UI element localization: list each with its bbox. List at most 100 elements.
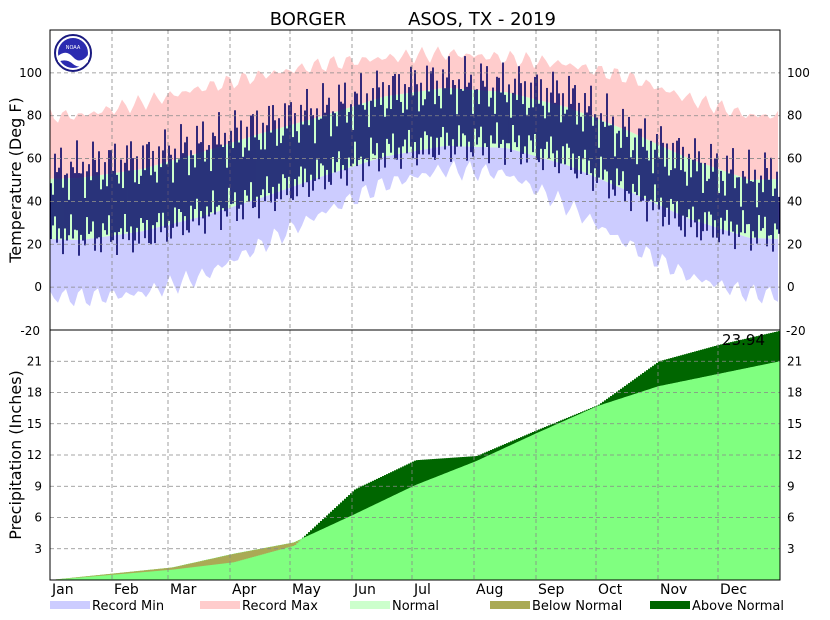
temp-tick-label-left: 0: [34, 280, 42, 294]
above-normal-segment: [592, 407, 595, 409]
above-normal-segment: [454, 457, 457, 470]
above-normal-segment: [666, 359, 669, 385]
below-normal-segment: [244, 551, 247, 560]
below-normal-segment: [178, 566, 181, 569]
above-normal-segment: [390, 472, 393, 498]
above-normal-segment: [720, 344, 723, 374]
above-normal-segment: [308, 532, 311, 536]
above-normal-segment: [566, 417, 569, 421]
above-normal-segment: [310, 530, 313, 535]
above-normal-segment: [594, 406, 597, 408]
above-normal-segment: [570, 416, 573, 419]
below-normal-segment: [210, 558, 213, 565]
below-normal-segment: [222, 556, 225, 564]
above-normal-segment: [620, 388, 623, 399]
above-normal-segment: [514, 439, 517, 444]
below-normal-segment: [272, 546, 275, 552]
above-normal-segment: [714, 345, 717, 375]
above-normal-segment: [644, 371, 647, 391]
below-normal-segment: [136, 571, 139, 573]
above-normal-segment: [518, 437, 521, 442]
precip-tick-label-left: 15: [27, 417, 42, 431]
above-normal-segment: [326, 515, 329, 528]
above-normal-segment: [622, 387, 625, 399]
below-normal-segment: [126, 572, 129, 574]
temp-tick-label-right: 40: [787, 194, 802, 208]
precipitation-total-label: 23.94: [722, 331, 765, 349]
above-normal-segment: [352, 491, 355, 516]
above-normal-segment: [524, 435, 527, 439]
above-normal-segment: [420, 459, 423, 484]
above-normal-segment: [408, 463, 411, 489]
below-normal-segment: [198, 561, 201, 567]
below-normal-segment: [168, 567, 171, 570]
chart-legend: Record Min Record Max Normal Below Normal Ab…: [50, 599, 784, 614]
below-normal-segment: [84, 576, 87, 578]
above-normal-segment: [614, 393, 617, 401]
above-normal-segment: [416, 460, 419, 485]
above-normal-segment: [626, 384, 629, 397]
legend-swatch: [490, 601, 530, 609]
below-normal-segment: [296, 541, 299, 544]
above-normal-segment: [558, 421, 561, 424]
above-normal-segment: [754, 336, 757, 367]
legend-swatch: [200, 601, 240, 609]
above-normal-segment: [696, 350, 699, 379]
legend-label: Below Normal: [532, 599, 622, 614]
below-normal-segment: [158, 568, 161, 571]
below-normal-segment: [166, 568, 169, 571]
below-normal-segment: [90, 575, 93, 577]
above-normal-segment: [638, 375, 641, 393]
legend-swatch: [50, 601, 90, 609]
above-normal-segment: [612, 394, 615, 402]
above-normal-segment: [398, 468, 401, 494]
month-tick-label: Feb: [114, 582, 139, 598]
temp-tick-label-right: 0: [787, 280, 795, 294]
above-normal-segment: [736, 340, 739, 371]
below-normal-segment: [216, 557, 219, 565]
above-normal-segment: [400, 467, 403, 493]
temperature-y-axis-label: Temperature (Deg F): [6, 97, 25, 264]
above-normal-segment: [456, 457, 459, 470]
above-normal-segment: [650, 367, 653, 389]
above-normal-segment: [544, 426, 547, 430]
above-normal-segment: [664, 359, 667, 386]
below-normal-segment: [156, 569, 159, 571]
legend-label: Above Normal: [692, 599, 784, 614]
above-normal-segment: [722, 343, 725, 374]
above-normal-segment: [608, 397, 611, 403]
below-normal-segment: [160, 568, 163, 571]
month-tick-label: Nov: [660, 582, 687, 598]
below-normal-segment: [200, 561, 203, 567]
above-normal-segment: [686, 353, 689, 381]
above-normal-segment: [372, 480, 375, 506]
above-normal-segment: [676, 356, 679, 383]
below-normal-segment: [96, 575, 99, 577]
above-normal-segment: [582, 411, 585, 413]
noaa-logo: NOAA: [54, 34, 92, 72]
below-normal-segment: [194, 562, 197, 567]
above-normal-segment: [330, 511, 333, 526]
month-tick-label: Jun: [353, 582, 376, 598]
above-normal-segment: [478, 455, 481, 461]
below-normal-segment: [232, 554, 235, 563]
below-normal-segment: [114, 573, 117, 575]
above-normal-segment: [498, 446, 501, 452]
above-normal-segment: [438, 458, 441, 477]
temp-tick-label-left: 100: [19, 66, 42, 80]
month-tick-label: Jul: [413, 582, 431, 598]
above-normal-segment: [464, 456, 467, 466]
above-normal-segment: [446, 458, 449, 473]
below-normal-segment: [212, 558, 215, 565]
precip-tick-label-right: 12: [787, 448, 802, 462]
above-normal-segment: [706, 348, 709, 377]
above-normal-segment: [306, 533, 309, 537]
above-normal-segment: [734, 341, 737, 371]
precipitation-y-axis-label: Precipitation (Inches): [6, 370, 25, 540]
month-tick-label: Aug: [476, 582, 503, 598]
above-normal-segment: [354, 489, 357, 515]
below-normal-segment: [268, 547, 271, 553]
above-normal-segment: [688, 353, 691, 381]
temperature-grid: [50, 30, 780, 330]
below-normal-segment: [240, 552, 243, 561]
